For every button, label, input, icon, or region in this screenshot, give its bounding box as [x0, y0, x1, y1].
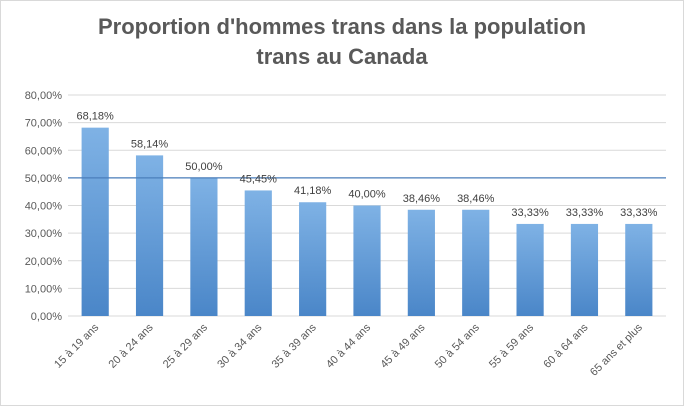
- y-tick-label: 70,00%: [25, 118, 63, 130]
- data-label: 58,14%: [131, 138, 169, 150]
- bars: [81, 127, 653, 317]
- y-tick-label: 50,00%: [25, 173, 63, 185]
- data-label: 38,46%: [403, 193, 441, 205]
- y-tick-label: 20,00%: [25, 256, 63, 268]
- y-tick-label: 10,00%: [25, 283, 63, 295]
- x-tick-label: 60 à 64 ans: [541, 321, 590, 370]
- bar: [462, 209, 490, 316]
- data-label: 45,45%: [240, 173, 278, 185]
- data-label: 38,46%: [457, 193, 495, 205]
- data-label: 33,33%: [511, 207, 549, 219]
- bar: [81, 127, 109, 317]
- bar: [570, 223, 599, 316]
- data-label: 33,33%: [566, 207, 604, 219]
- bar: [625, 223, 653, 316]
- data-label: 41,18%: [294, 185, 332, 197]
- x-tick-label: 25 à 29 ans: [161, 321, 210, 370]
- x-tick-label: 50 à 54 ans: [433, 321, 482, 370]
- y-tick-label: 80,00%: [25, 90, 63, 102]
- bar: [190, 177, 218, 316]
- data-label: 40,00%: [348, 189, 386, 201]
- y-tick-label: 40,00%: [25, 201, 63, 213]
- labels: 0,00% 10,00% 20,00% 30,00% 40,00% 50,00% 60,00…: [25, 90, 658, 379]
- y-tick-label: 60,00%: [25, 145, 63, 157]
- x-tick-label: 30 à 34 ans: [215, 321, 264, 370]
- bar: [135, 155, 164, 316]
- y-tick-label: 30,00%: [25, 228, 63, 240]
- x-tick-label: 40 à 44 ans: [324, 321, 373, 370]
- chart-title: Proportion d'hommes trans dans la popula…: [0, 12, 684, 72]
- x-tick-label: 65 ans et plus: [588, 321, 645, 378]
- x-tick-label: 55 à 59 ans: [487, 321, 536, 370]
- x-tick-label: 20 à 24 ans: [107, 321, 156, 370]
- data-label: 68,18%: [77, 111, 115, 123]
- bar: [353, 205, 381, 316]
- chart-title-line-1: Proportion d'hommes trans dans la popula…: [97, 14, 587, 39]
- bar: [299, 202, 327, 316]
- bar: [407, 209, 435, 316]
- bar: [516, 223, 544, 316]
- bar: [244, 190, 272, 316]
- y-tick-label: 0,00%: [31, 311, 62, 323]
- chart-title-line-2: trans au Canada: [256, 44, 428, 69]
- x-tick-label: 35 à 39 ans: [270, 321, 319, 370]
- x-tick-label: 15 à 19 ans: [52, 321, 101, 370]
- data-label: 33,33%: [620, 207, 658, 219]
- x-tick-label: 45 à 49 ans: [378, 321, 427, 370]
- data-label: 50,00%: [185, 161, 223, 173]
